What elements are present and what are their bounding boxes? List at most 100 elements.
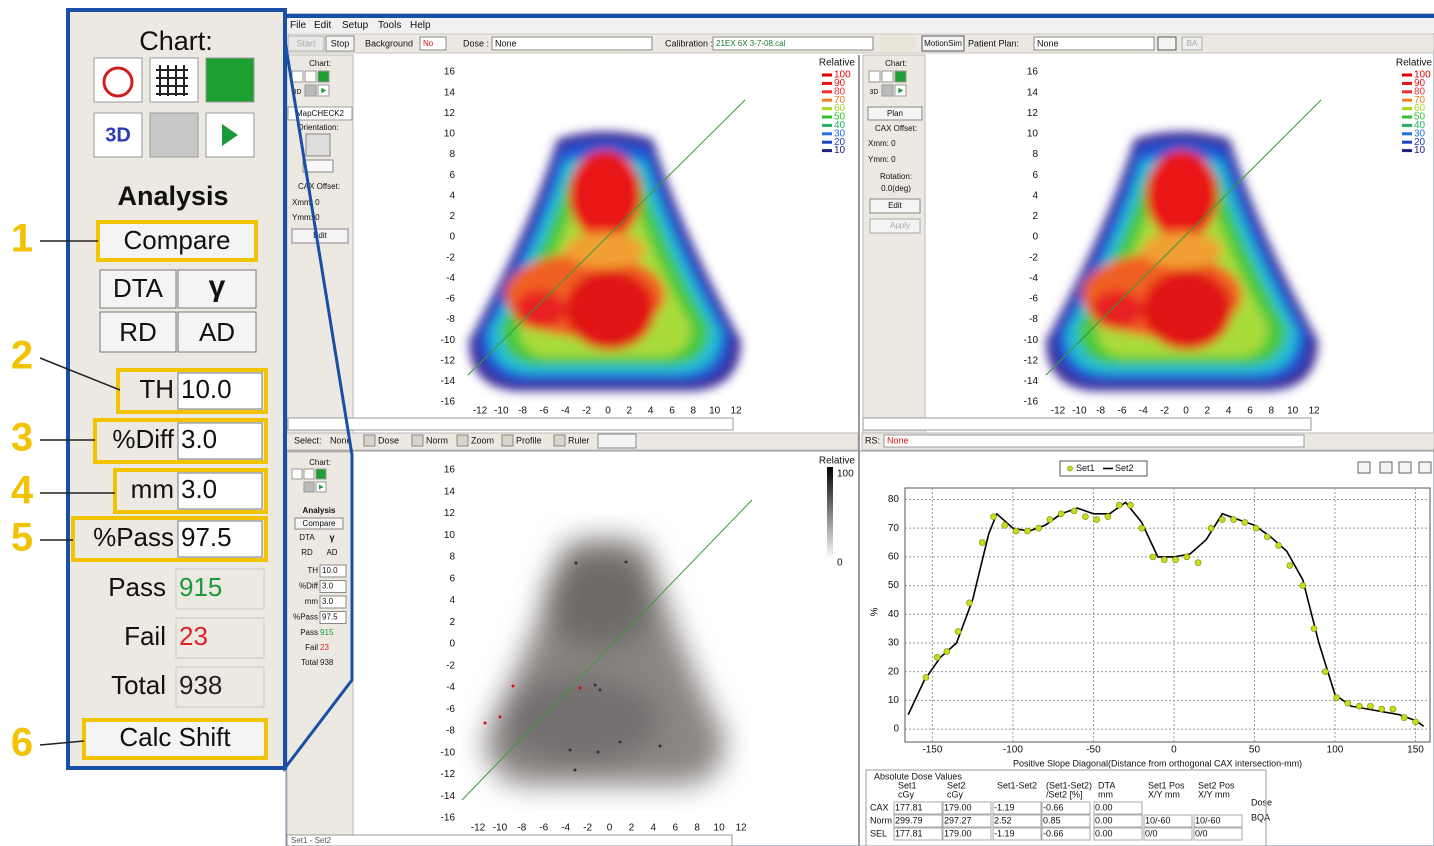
x-tick-label: -6: [1118, 406, 1127, 417]
label: Analysis: [303, 506, 336, 515]
label: Edit: [313, 231, 328, 240]
x-tick-label: -12: [1051, 406, 1066, 417]
profile-line: [461, 499, 753, 801]
cell-text: CAX: [870, 802, 889, 812]
label: DTA: [113, 273, 164, 303]
cell-text: 10/-60: [1145, 815, 1171, 825]
cell: [942, 801, 992, 815]
cell-text: -0.66: [1043, 802, 1064, 812]
data-point: [1344, 699, 1352, 707]
x-tick-label: -6: [540, 406, 549, 417]
data-point: [1057, 510, 1065, 518]
cell-text: 177.81: [895, 828, 923, 838]
legend-swatch: [822, 140, 832, 144]
legend-swatch: [1402, 132, 1412, 136]
highlight: [71, 516, 268, 562]
orientation-icon: [305, 133, 331, 157]
open-icons: [880, 37, 916, 50]
label: RD: [301, 548, 313, 557]
x-tick-label: -12: [471, 823, 486, 834]
label: γ: [329, 532, 334, 542]
play-icon: [321, 87, 327, 94]
y-tick-label: -14: [441, 376, 456, 387]
dial-icon: [102, 66, 134, 98]
data-point: [1207, 524, 1215, 532]
label: 21EX 6X 3-7-08.cal: [716, 39, 786, 48]
menu-bar: [286, 18, 1434, 33]
legend-swatch: [1402, 81, 1412, 85]
zoom-icon: [149, 112, 199, 158]
y-tick-label: 10: [1027, 129, 1039, 140]
legend-swatch: [1402, 90, 1412, 94]
cell: [992, 801, 1042, 815]
field: [319, 564, 347, 578]
label: Xmm: 0: [868, 139, 896, 148]
label: Compare: [124, 225, 231, 255]
label: 938: [320, 658, 334, 667]
highlight: [93, 418, 268, 464]
y-tick-label: -16: [1024, 397, 1039, 408]
legend-swatch: [1402, 73, 1412, 77]
data-point: [1160, 556, 1168, 564]
tool-icon: [456, 434, 469, 447]
label: 915: [320, 628, 334, 637]
scroll-field: [287, 417, 734, 431]
label: Patient Plan:: [968, 38, 1019, 48]
tool-button: Ruler: [568, 435, 590, 445]
menu-item: Edit: [314, 20, 331, 31]
data-point: [933, 654, 941, 661]
x-tick-label: 12: [730, 406, 742, 417]
label: 97.5: [322, 613, 338, 622]
y-tick-label: -12: [441, 355, 456, 366]
data-point: [1012, 527, 1020, 535]
data-point: [966, 599, 973, 607]
cell: [992, 827, 1042, 841]
zoom-icon: [93, 112, 143, 158]
field: [319, 595, 347, 609]
label: Ymm: 0: [868, 155, 896, 164]
data-point: [1218, 516, 1226, 523]
legend-label: 100: [834, 70, 851, 81]
callout-line: [39, 357, 121, 391]
x-tick-label: 2: [627, 406, 633, 417]
label: /Set2 [%]: [1046, 789, 1083, 799]
fail-point: [593, 683, 597, 687]
x-tick-label: 50: [1249, 745, 1261, 756]
legend-label: 10: [834, 145, 846, 156]
label: 0.0(deg): [881, 184, 911, 193]
cell-text: Norm: [870, 815, 892, 825]
y-tick-label: 12: [1027, 108, 1039, 119]
y-tick-label: 0: [449, 639, 455, 650]
legend-swatch: [1402, 140, 1412, 144]
label: Orientation:: [297, 123, 338, 132]
label: Absolute Dose Values: [874, 771, 962, 781]
plan-button: [867, 106, 923, 121]
y-tick-label: -12: [1024, 355, 1039, 366]
label: Dose :: [463, 38, 489, 48]
label: mm: [131, 474, 174, 504]
tool-button: Dose: [378, 435, 399, 445]
cell: [1193, 814, 1243, 828]
stat-field: [175, 666, 265, 708]
apply-button: [869, 218, 921, 234]
data-point: [1299, 582, 1307, 589]
legend-label: Set1: [1076, 463, 1095, 473]
data-point: [1024, 527, 1031, 535]
icon: [881, 84, 894, 97]
y-tick-label: 6: [449, 170, 455, 181]
y-tick-label: -6: [446, 294, 455, 305]
y-tick-label: -10: [441, 335, 456, 346]
dose-hot: [1092, 290, 1142, 330]
clear-button: [597, 433, 637, 449]
legend-label: 50: [1414, 112, 1426, 123]
data-point: [1149, 553, 1157, 561]
data-point: [1355, 702, 1363, 710]
data-point: [1333, 694, 1340, 701]
cell: [893, 827, 943, 841]
label: 3D: [870, 89, 879, 96]
label: Apply: [890, 221, 910, 230]
y-tick-label: 16: [444, 67, 456, 78]
legend-swatch: [822, 90, 832, 94]
y-tick-label: 8: [1032, 149, 1038, 160]
dose-hot: [565, 270, 655, 350]
